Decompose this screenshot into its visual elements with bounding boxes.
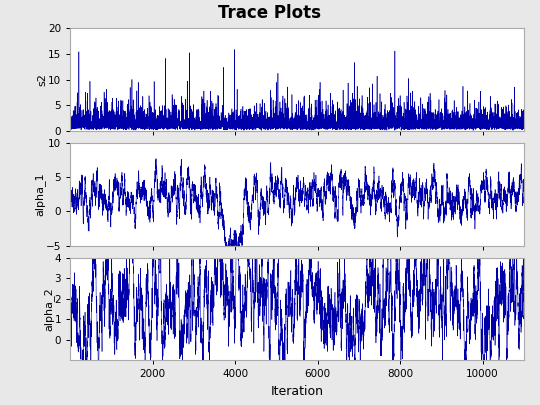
Y-axis label: alpha_1: alpha_1 [35,173,46,216]
Y-axis label: s2: s2 [37,73,48,86]
Text: Trace Plots: Trace Plots [219,4,321,22]
Y-axis label: alpha_2: alpha_2 [44,287,55,331]
X-axis label: Iteration: Iteration [271,385,323,398]
